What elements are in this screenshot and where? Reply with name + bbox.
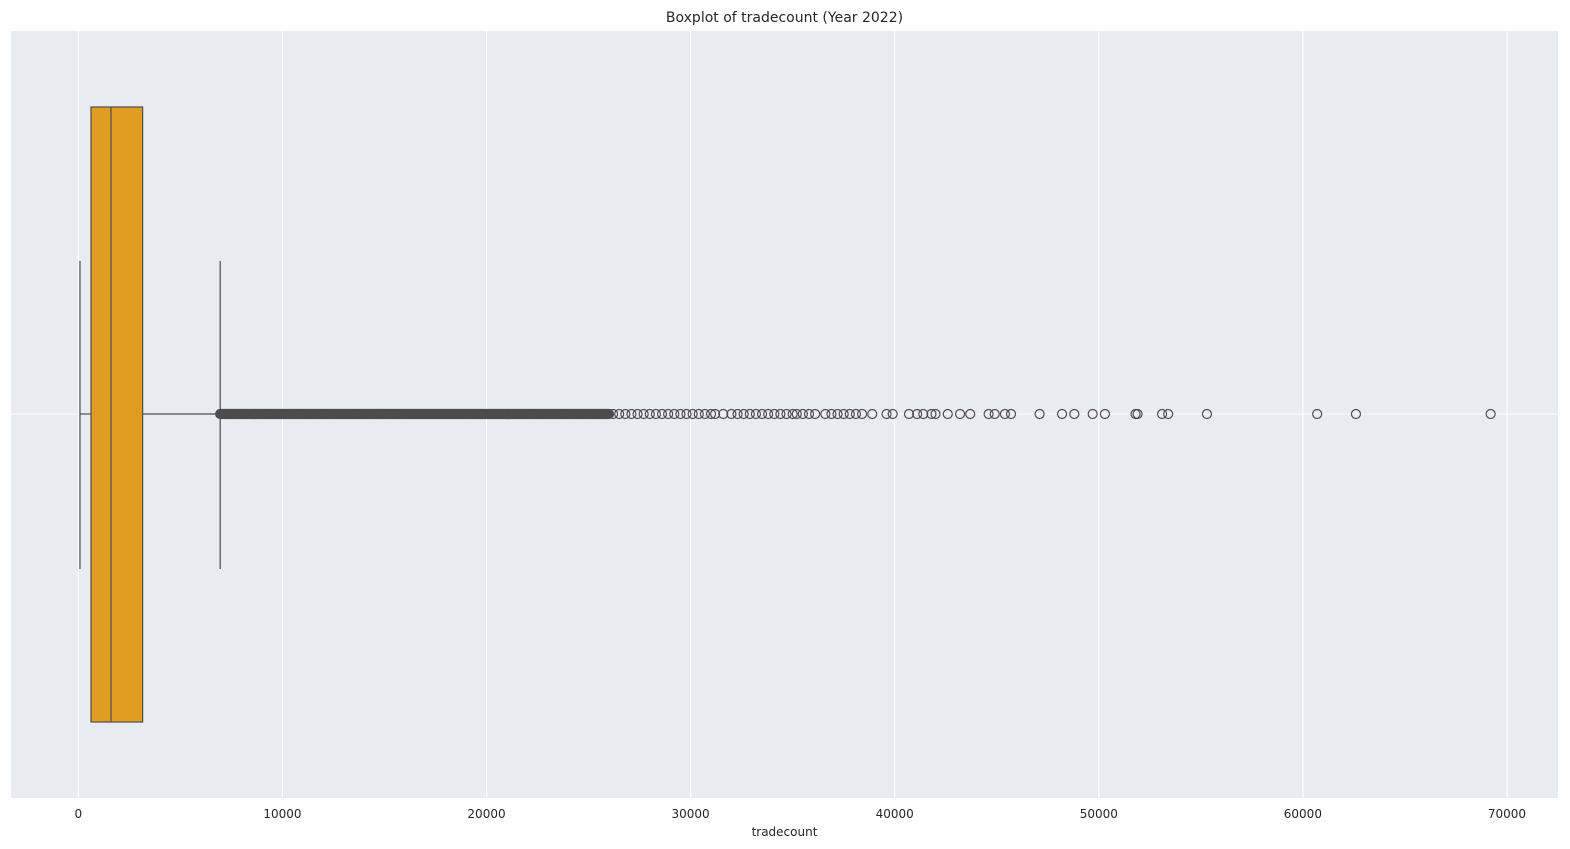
outlier-point — [1312, 408, 1323, 420]
outlier-point — [614, 408, 625, 420]
outlier-point — [881, 408, 892, 420]
outlier-point — [856, 408, 868, 420]
outlier-point — [675, 408, 686, 420]
outlier-point — [663, 408, 674, 420]
outlier-point — [1485, 408, 1496, 420]
outlier-point — [903, 408, 915, 420]
outlier-point — [669, 408, 680, 420]
outlier-point — [826, 408, 837, 420]
outlier-point — [918, 408, 929, 420]
outlier-point — [887, 408, 898, 420]
outlier-point — [999, 408, 1011, 420]
chart-title: Boxplot of tradecount (Year 2022) — [666, 10, 903, 26]
outlier-point — [687, 408, 698, 420]
outlier-point — [732, 408, 743, 420]
outlier-point — [1034, 408, 1045, 420]
outlier-point — [626, 408, 637, 420]
outlier-point — [1005, 408, 1017, 420]
outlier-point — [965, 408, 976, 420]
outlier-point — [775, 408, 786, 420]
outlier-point — [954, 408, 966, 420]
outlier-point — [1069, 408, 1080, 420]
outlier-point — [1201, 408, 1213, 420]
x-tick-label: 10000 — [263, 807, 301, 821]
x-tick-label: 30000 — [672, 807, 710, 821]
outlier-point — [832, 408, 843, 420]
outlier-point — [1132, 408, 1143, 420]
outlier-point — [912, 408, 923, 420]
outlier-point — [632, 408, 643, 420]
outlier-point — [844, 408, 855, 420]
outlier-point — [620, 408, 631, 420]
outlier-point — [1087, 408, 1098, 420]
outlier-point — [644, 408, 655, 420]
outlier-point — [803, 408, 815, 420]
outlier-point — [838, 408, 849, 420]
outlier-point — [942, 408, 953, 420]
outlier-point — [797, 408, 808, 420]
outlier-point — [699, 408, 711, 420]
outlier-point — [650, 408, 662, 420]
outlier-point — [983, 408, 994, 420]
outlier-point — [781, 408, 792, 420]
outlier-point — [769, 408, 780, 420]
outlier-point — [693, 408, 704, 420]
outlier-point — [787, 408, 798, 420]
outlier-point — [1099, 408, 1111, 420]
x-axis-label: tradecount — [752, 825, 818, 839]
outlier-point — [607, 408, 619, 420]
outlier-point — [791, 408, 802, 420]
outlier-point — [656, 408, 668, 420]
outlier-point — [850, 408, 862, 420]
outlier-point — [763, 408, 774, 420]
x-tick-label: 70000 — [1488, 807, 1526, 821]
outlier-point — [930, 408, 941, 420]
outlier-point — [750, 408, 762, 420]
outlier-point — [810, 408, 821, 420]
outlier-point — [744, 408, 755, 420]
box-and-whiskers — [79, 106, 221, 723]
outlier-point — [756, 408, 768, 420]
x-tick-label: 60000 — [1284, 807, 1322, 821]
outlier-point — [603, 408, 615, 420]
outlier-point — [867, 408, 878, 420]
outlier-point — [1156, 408, 1168, 420]
outlier-point — [820, 408, 831, 420]
outlier-point — [638, 408, 649, 420]
outlier-point — [726, 408, 737, 420]
outlier-point — [718, 408, 729, 420]
outlier-point — [738, 408, 749, 420]
outlier-point — [1350, 408, 1362, 420]
x-tick-label: 20000 — [467, 807, 505, 821]
x-tick-label: 40000 — [876, 807, 914, 821]
outlier-point — [926, 408, 937, 420]
outlier-point — [1056, 408, 1068, 420]
x-tick-labels: 0 10000 20000 30000 40000 50000 60000 70000 — [75, 807, 1527, 821]
x-tick-label: 0 — [75, 807, 83, 821]
outlier-point — [710, 408, 721, 420]
outlier-point — [1163, 408, 1174, 420]
outlier-point — [705, 408, 717, 420]
outlier-point — [989, 408, 1000, 420]
outlier-point — [681, 408, 692, 420]
x-tick-label: 50000 — [1080, 807, 1118, 821]
iqr-box — [90, 106, 144, 723]
